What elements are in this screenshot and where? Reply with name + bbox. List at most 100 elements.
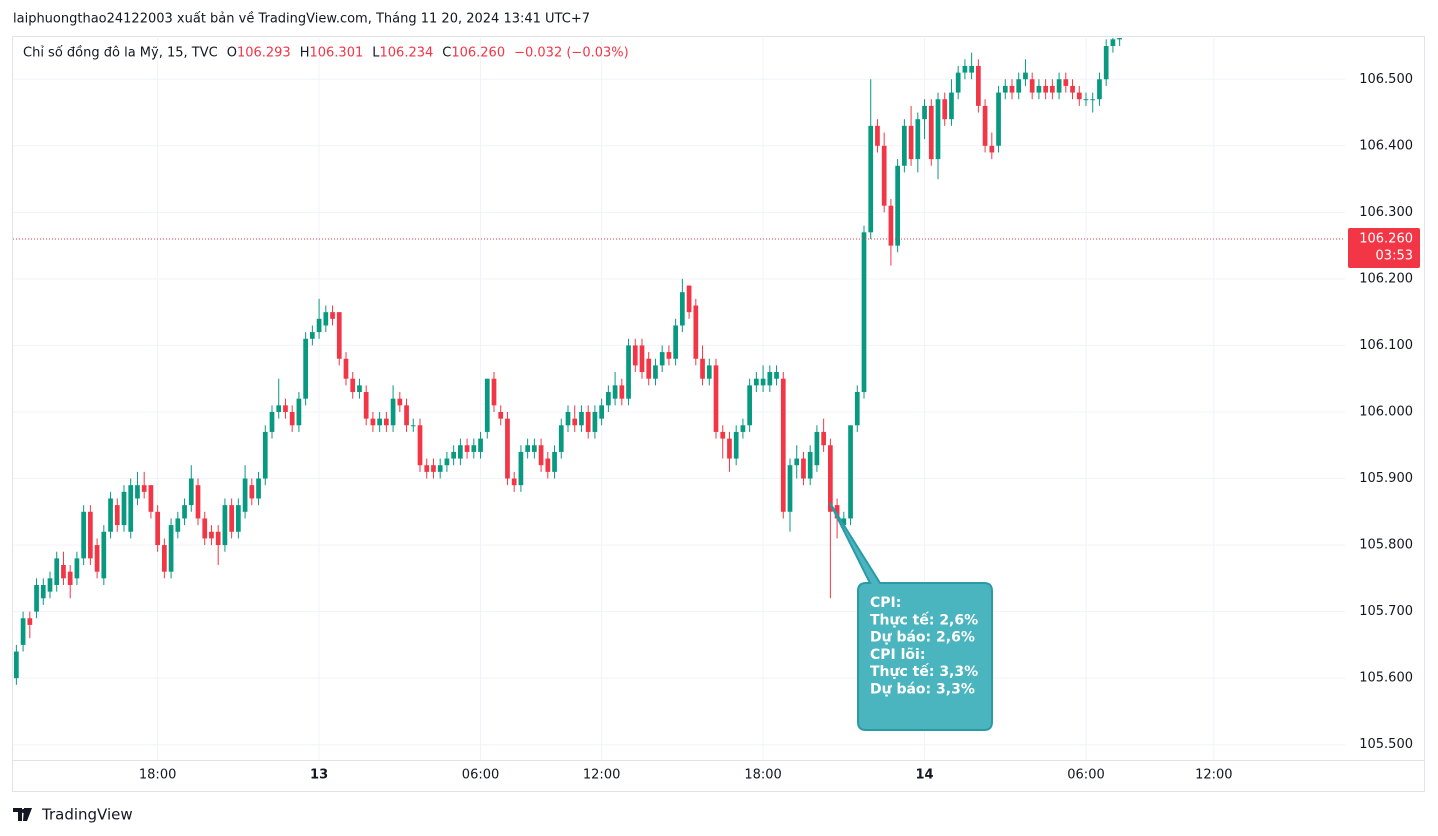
x-tick-label: 18:00: [744, 768, 781, 783]
legend-key: H: [300, 46, 310, 61]
y-tick-label: 106.300: [1359, 205, 1413, 220]
candle-body: [976, 65, 981, 106]
candle-body: [996, 92, 1001, 146]
candle-body: [283, 405, 288, 412]
candle-body: [437, 465, 443, 472]
candle-body: [760, 378, 766, 386]
candle-body: [88, 511, 93, 559]
candle-body: [94, 545, 100, 572]
x-tick-label: 13: [310, 768, 328, 783]
candle-body: [659, 352, 665, 366]
candle-body: [182, 505, 187, 519]
candle-body: [363, 392, 369, 419]
candle-body: [350, 378, 356, 393]
x-tick-label: 18:00: [139, 768, 176, 783]
candle-body: [74, 558, 80, 579]
annotation-callout: [829, 502, 993, 731]
candle-body: [54, 558, 60, 585]
y-tick-label: 106.000: [1359, 404, 1413, 419]
candle-body: [1023, 72, 1028, 80]
candle-body: [538, 445, 544, 466]
candle-body: [1076, 92, 1082, 100]
candle-body: [572, 418, 578, 426]
brand-name: TradingView: [41, 806, 133, 824]
countdown: 03:53: [1376, 248, 1413, 263]
candle-body: [276, 405, 282, 412]
candle-body: [962, 65, 968, 73]
candle-body: [464, 445, 470, 452]
candle-body: [794, 458, 800, 466]
candle-body: [585, 411, 591, 432]
candle-body: [188, 478, 194, 506]
candle-body: [128, 485, 134, 532]
candle-body: [639, 345, 645, 373]
candle-body: [195, 485, 201, 519]
candle-body: [666, 352, 672, 359]
candle-body: [881, 145, 887, 206]
candle-body: [532, 445, 537, 452]
candle-body: [626, 345, 631, 399]
y-tick-label: 105.600: [1359, 671, 1413, 686]
candle-body: [175, 518, 181, 532]
candle-body: [942, 99, 948, 120]
candle-body: [888, 205, 894, 246]
candle-body: [673, 325, 678, 359]
grid: [13, 38, 1345, 760]
candle-body: [249, 485, 255, 499]
x-tick-label: 12:00: [1195, 768, 1232, 783]
candle-body: [431, 465, 436, 472]
candle-body: [902, 125, 907, 166]
candle-body: [1016, 79, 1022, 93]
candle-body: [209, 531, 214, 539]
legend-value: 106.260: [451, 46, 505, 61]
candle-body: [289, 411, 295, 426]
candle-body: [841, 518, 847, 526]
candle-body: [632, 345, 638, 366]
brand-logo: [13, 808, 32, 821]
candle-body: [1036, 85, 1042, 93]
candle-body: [612, 385, 618, 399]
candle-body: [108, 498, 113, 532]
candle-body: [458, 445, 463, 459]
candle-body: [982, 105, 988, 146]
candle-body: [740, 425, 746, 432]
y-tick-label: 106.500: [1359, 72, 1413, 87]
candle-body: [733, 431, 739, 459]
candle-body: [680, 292, 685, 326]
candle-body: [47, 578, 53, 592]
candle-body: [451, 451, 456, 459]
candle-body: [377, 418, 382, 426]
candle-body: [1050, 85, 1055, 93]
candle-body: [417, 425, 423, 466]
candle-body: [727, 438, 732, 459]
candle-body: [471, 445, 477, 452]
candle-body: [868, 125, 874, 233]
candle-body: [269, 411, 275, 432]
candle-body: [242, 478, 248, 512]
candle-body: [155, 511, 160, 546]
candle-body: [821, 431, 826, 446]
legend-key: L: [372, 46, 380, 61]
y-tick-label: 106.400: [1359, 138, 1413, 153]
candle-body: [558, 425, 564, 452]
candle-body: [720, 431, 726, 439]
candle-body: [1009, 85, 1015, 93]
brand-logo-dot: [21, 809, 26, 813]
candle-body: [397, 398, 403, 406]
legend: Chỉ số đồng đô la Mỹ, 15, TVC O 106.293 H 10…: [23, 46, 629, 61]
candle-body: [989, 145, 995, 153]
candle-body: [780, 378, 786, 512]
candle-body: [646, 358, 652, 379]
candle-body: [767, 372, 773, 386]
candle-body: [336, 312, 342, 359]
candle-body: [713, 365, 719, 432]
y-tick-label: 106.100: [1359, 338, 1413, 353]
annotation-line: Thực tế: 3,3%: [870, 663, 978, 680]
candle-body: [807, 451, 813, 479]
y-tick-label: 105.900: [1359, 471, 1413, 486]
candle-body: [552, 451, 557, 472]
candle-body: [343, 358, 349, 379]
candle-body: [834, 505, 840, 519]
candle-body: [518, 451, 524, 486]
